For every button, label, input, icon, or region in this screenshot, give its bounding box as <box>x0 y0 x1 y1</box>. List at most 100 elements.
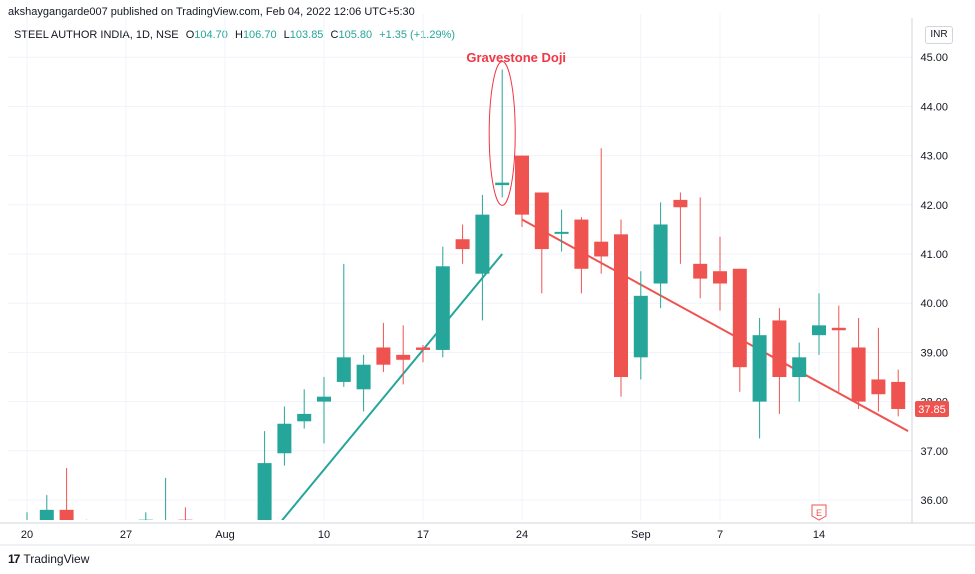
earnings-marker-icon <box>811 504 827 521</box>
candle-up <box>297 389 312 429</box>
candle-body <box>277 423 292 454</box>
candle-body <box>752 335 767 402</box>
candle-up <box>138 512 153 520</box>
candle-up <box>633 271 648 380</box>
high-label: H <box>234 29 243 41</box>
open-value: 104.70 <box>194 29 228 41</box>
candle-body <box>198 524 212 526</box>
last-price-tag <box>915 400 949 417</box>
candle-body <box>475 214 490 274</box>
candle-down <box>673 192 688 264</box>
candle-body <box>732 268 747 368</box>
candle-body <box>554 231 569 234</box>
candle-body <box>218 524 232 526</box>
y-tick-label: 37.00 <box>920 446 948 458</box>
candle-up <box>356 354 371 412</box>
candle-down <box>772 308 787 414</box>
candle-up <box>26 512 28 520</box>
candle-up <box>159 477 173 523</box>
x-tick-label: 24 <box>516 529 528 541</box>
candle-down <box>891 369 906 417</box>
low-value: 103.85 <box>289 29 324 41</box>
candle-body <box>356 364 371 390</box>
candle-body <box>257 463 272 520</box>
candle-down <box>693 197 708 299</box>
earnings-marker-label: E <box>816 508 822 518</box>
currency-badge[interactable]: INR <box>925 26 953 44</box>
candle-up <box>475 194 490 321</box>
close-value: 105.80 <box>338 29 373 41</box>
close-label: C <box>330 29 339 41</box>
candle-body <box>495 182 510 186</box>
candle-layer <box>26 69 906 527</box>
candle-down <box>851 317 866 409</box>
axis-layer: 45.0044.0043.0042.0041.0040.0039.0038.00… <box>0 18 975 546</box>
change-value: +1.35 (+1.29%) <box>379 29 456 41</box>
candle-down <box>574 217 589 294</box>
candle-body <box>693 263 708 279</box>
x-tick-label: 14 <box>813 529 825 541</box>
candle-body <box>455 239 470 250</box>
candle-body <box>574 219 589 269</box>
candle-body <box>673 199 688 208</box>
candle-down <box>713 236 727 311</box>
publish-info: akshaygangarde007 published on TradingVi… <box>8 6 415 18</box>
candle-body <box>416 347 430 350</box>
candle-body <box>317 396 331 402</box>
y-tick-label: 45.00 <box>920 52 948 64</box>
candle-up <box>653 202 668 309</box>
footer-brand: 17 TradingView <box>8 552 89 566</box>
candle-body <box>871 379 886 395</box>
candle-body <box>594 241 609 257</box>
candle-body <box>238 524 252 526</box>
candle-down <box>594 148 609 274</box>
candle-body <box>614 234 628 377</box>
candle-down <box>416 345 430 363</box>
candle-body <box>119 524 133 526</box>
x-tick-label: 7 <box>717 529 723 541</box>
candle-body <box>99 525 113 527</box>
candle-body <box>159 521 173 523</box>
candle-down <box>871 327 886 412</box>
y-tick-label: 41.00 <box>920 249 948 261</box>
candle-body <box>178 519 193 520</box>
annotation-layer: Gravestone Doji E <box>466 50 827 521</box>
candle-body <box>792 357 807 377</box>
candle-up <box>435 246 450 358</box>
grid-layer <box>8 14 912 520</box>
candle-body <box>59 509 74 520</box>
candle-down <box>534 192 549 294</box>
candle-up <box>752 317 767 439</box>
candle-up <box>39 495 54 520</box>
candle-up <box>336 263 351 387</box>
x-tick-label: Sep <box>631 529 651 541</box>
candle-body <box>653 224 668 284</box>
tradingview-logo-icon: 17 <box>8 552 20 566</box>
candle-down <box>831 305 846 392</box>
candle-up <box>812 293 826 355</box>
candle-body <box>633 295 648 358</box>
y-tick-label: 43.00 <box>920 151 948 163</box>
open-label: O <box>185 29 195 41</box>
symbol-name[interactable]: STEEL AUTHOR INDIA, 1D, NSE <box>14 29 179 41</box>
candle-up <box>554 209 569 252</box>
candle-body <box>713 271 727 284</box>
candle-body <box>297 413 312 422</box>
candle-down <box>455 224 470 264</box>
candle-down <box>376 322 391 373</box>
candle-down <box>396 325 411 385</box>
candle-body <box>831 327 846 331</box>
symbol-legend: STEEL AUTHOR INDIA, 1D, NSE O104.70 H106… <box>14 29 455 41</box>
last-price-label: 37.85 <box>918 404 946 416</box>
x-tick-label: 17 <box>417 529 429 541</box>
y-tick-label: 39.00 <box>920 347 948 359</box>
candle-body <box>851 347 866 402</box>
candle-body <box>138 519 153 520</box>
candle-body <box>376 347 391 365</box>
candle-up <box>792 342 807 402</box>
candle-down <box>614 219 628 397</box>
x-tick-label: Aug <box>215 529 235 541</box>
trendline <box>281 253 503 520</box>
low-label: L <box>283 29 290 41</box>
